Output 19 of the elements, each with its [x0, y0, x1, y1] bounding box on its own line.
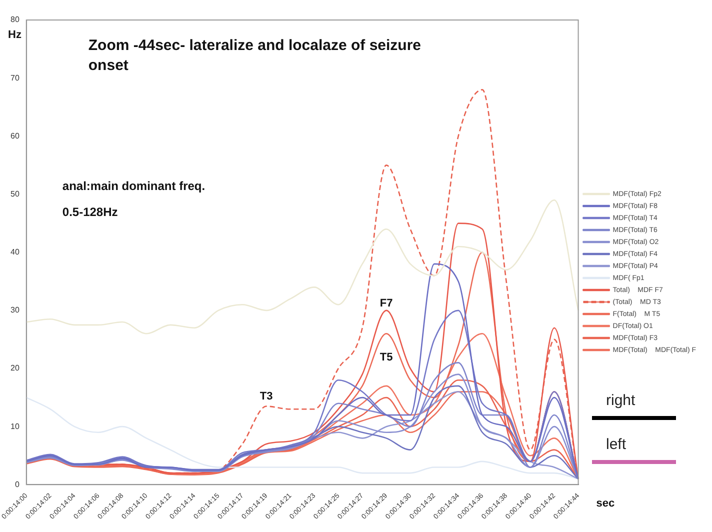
annotation: T3 — [260, 390, 273, 402]
y-tick-label: 30 — [10, 306, 20, 315]
y-axis-title: Hz — [8, 29, 22, 41]
annotation: T5 — [380, 351, 393, 364]
y-tick-label: 10 — [10, 422, 20, 431]
x-axis-title: sec — [596, 498, 615, 510]
text: left — [606, 436, 626, 453]
y-tick-label: 80 — [10, 15, 20, 24]
y-tick-label: 60 — [10, 131, 20, 140]
y-tick-label: 0 — [14, 480, 20, 489]
annotation: anal:main dominant freq. — [62, 179, 206, 193]
annotation: F7 — [380, 297, 393, 310]
y-tick-label: 40 — [10, 248, 20, 257]
y-tick-label: 70 — [10, 73, 20, 82]
text: Zoom -44sec- lateralize and localaze of seizure onset — [88, 37, 422, 74]
annotation: 0.5-128Hz — [62, 205, 118, 219]
y-tick-label: 50 — [10, 189, 20, 198]
y-tick-label: 20 — [10, 364, 20, 373]
text: right — [606, 392, 636, 409]
